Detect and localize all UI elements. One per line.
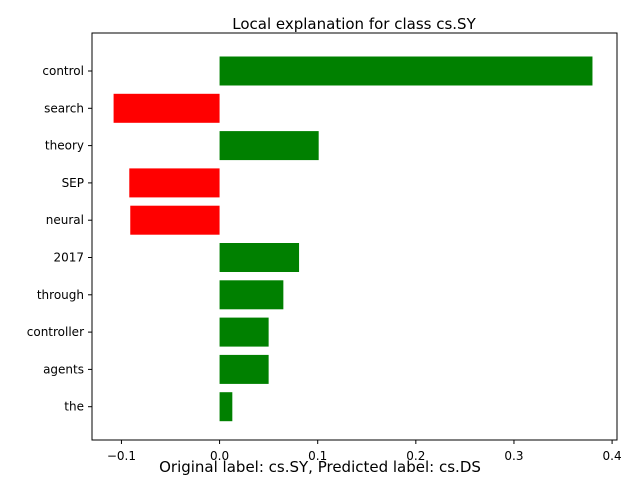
bars (113, 56, 593, 422)
y-tick-label: control (42, 64, 84, 78)
bar-theory (219, 131, 319, 161)
plot-frame (91, 32, 618, 441)
bar-control (219, 56, 593, 86)
x-tick-label: 0.0 (210, 449, 229, 463)
x-tick-label: 0.2 (406, 449, 425, 463)
y-tick-label: theory (45, 139, 84, 153)
x-axis-ticks: −0.1 0.0 0.1 0.2 0.3 0.4 (107, 440, 622, 463)
x-tick-label: 0.1 (308, 449, 327, 463)
y-tick-label: 2017 (53, 251, 84, 265)
y-axis-ticks: control search theory SEP neural 2017 through c… (27, 64, 92, 414)
bar-neural (130, 205, 220, 235)
y-tick-label: agents (43, 362, 84, 376)
bar-through (219, 280, 284, 310)
chart-title: Local explanation for class cs.SY (232, 15, 476, 33)
y-tick-label: the (64, 400, 84, 414)
y-tick-label: SEP (62, 176, 84, 190)
chart-caption: Original label: cs.SY, Predicted label: … (159, 458, 481, 476)
y-tick-label: controller (27, 325, 84, 339)
y-tick-label: search (44, 101, 84, 115)
bar-search (113, 93, 220, 123)
bar-controller (219, 317, 269, 347)
bar-2017 (219, 243, 300, 272)
y-tick-label: through (37, 288, 84, 302)
x-tick-label: 0.4 (603, 449, 622, 463)
bar-the (219, 392, 233, 422)
y-tick-label: neural (46, 213, 84, 227)
x-tick-label: 0.3 (504, 449, 523, 463)
x-tick-label: −0.1 (107, 449, 136, 463)
bar-SEP (129, 168, 220, 198)
bar-agents (219, 354, 269, 384)
